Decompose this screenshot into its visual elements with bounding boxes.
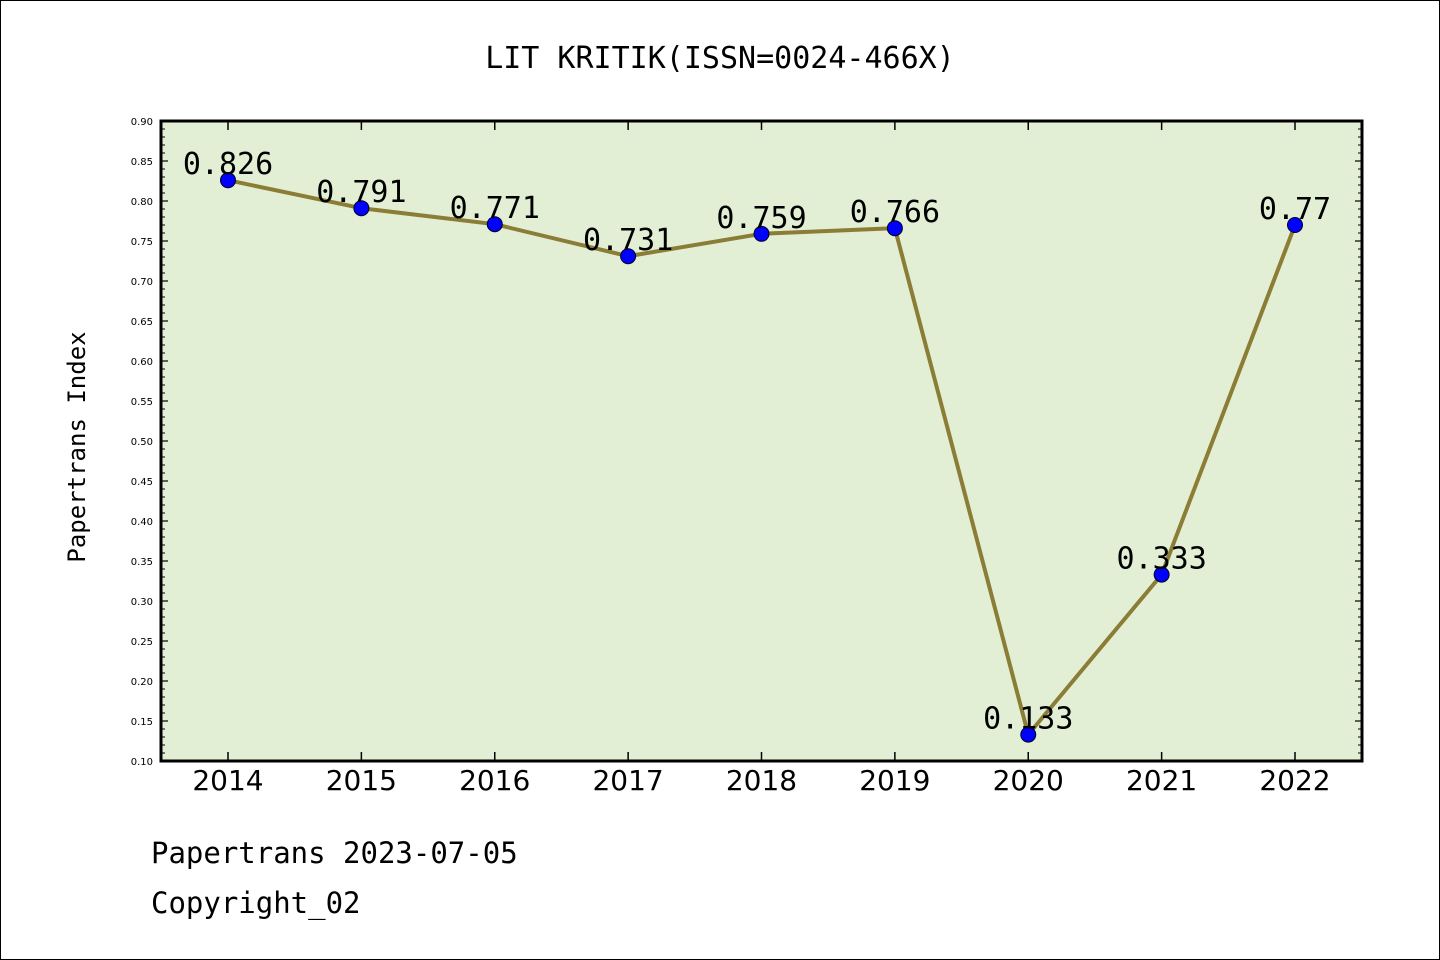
y-tick-label: 0.25 [131, 637, 153, 648]
x-tick-label: 2014 [192, 764, 263, 797]
footer-date: Papertrans 2023-07-05 [151, 836, 518, 870]
y-tick-label: 0.50 [131, 437, 153, 448]
data-label: 0.333 [1116, 542, 1206, 577]
y-tick-label: 0.35 [131, 557, 153, 568]
footer-copyright: Copyright_02 [151, 886, 361, 920]
data-point [1287, 217, 1303, 233]
plot-border [159, 119, 1364, 763]
data-point [886, 220, 903, 237]
y-axis-label: Papertrans Index [63, 331, 91, 562]
y-tick-label: 0.45 [131, 477, 153, 488]
data-point [1153, 566, 1170, 583]
x-tick-label: 2017 [592, 764, 663, 797]
y-tick-label: 0.75 [131, 237, 153, 248]
x-tick-label: 2016 [459, 764, 530, 797]
series-papertrans-index: 0.826 0.791 0.771 0.731 0.759 0.766 0.133 0.333… [183, 147, 1331, 743]
y-tick-label: 0.70 [131, 277, 153, 288]
data-point [753, 225, 770, 242]
data-label: 0.77 [1259, 192, 1331, 227]
data-label: 0.759 [716, 201, 806, 236]
x-tick-label: 2015 [326, 764, 397, 797]
data-label: 0.766 [850, 195, 940, 230]
data-point [1020, 726, 1037, 743]
y-tick-label: 0.40 [131, 517, 153, 528]
x-tick-label: 2018 [726, 764, 797, 797]
data-point [620, 248, 637, 265]
data-label: 0.791 [316, 175, 406, 210]
data-label: 0.771 [450, 191, 540, 226]
y-tick-label: 0.20 [131, 677, 153, 688]
data-point [353, 200, 370, 217]
data-point [220, 172, 236, 189]
y-tick-label: 0.65 [131, 317, 153, 328]
y-tick-label: 0.85 [131, 157, 153, 168]
x-tick-label: 2020 [993, 764, 1064, 797]
y-tick-label: 0.55 [131, 397, 153, 408]
data-point [486, 216, 503, 233]
x-axis: 2014 2015 2016 2017 2018 2019 2020 2021 2022 [192, 121, 1331, 797]
x-tick-label: 2021 [1126, 764, 1197, 797]
y-tick-label: 0.10 [131, 757, 153, 768]
chart-title: LIT KRITIK(ISSN=0024-466X) [485, 41, 955, 76]
x-tick-label: 2019 [859, 764, 930, 797]
y-tick-label: 0.15 [131, 717, 153, 728]
y-tick-label: 0.90 [131, 117, 153, 128]
data-label: 0.731 [583, 223, 673, 258]
x-tick-label: 2022 [1259, 764, 1330, 797]
y-tick-label: 0.30 [131, 597, 153, 608]
data-label: 0.133 [983, 702, 1073, 737]
y-tick-label: 0.60 [131, 357, 153, 368]
data-label: 0.826 [183, 147, 273, 182]
y-tick-label: 0.80 [131, 197, 153, 208]
